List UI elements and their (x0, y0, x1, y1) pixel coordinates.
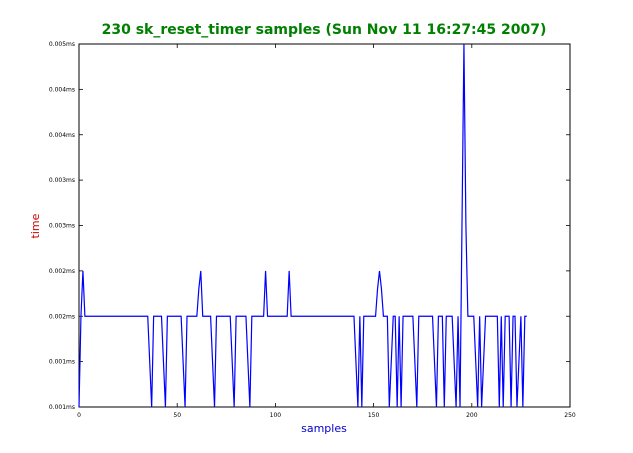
x-axis: 0 50 100 150 200 250 (77, 44, 576, 419)
y-tick-label: 0.003ms (49, 223, 75, 230)
y-axis-label: time (29, 213, 42, 238)
y-axis: 0.001ms 0.001ms 0.002ms 0.002ms 0.003ms 0.003… (49, 41, 570, 411)
y-tick-label: 0.002ms (49, 313, 75, 320)
y-tick-label: 0.005ms (49, 41, 75, 48)
x-tick-label: 200 (466, 412, 478, 419)
y-tick-label: 0.001ms (49, 404, 75, 411)
x-tick-label: 100 (270, 412, 282, 419)
x-tick-label: 150 (368, 412, 380, 419)
y-tick-label: 0.004ms (49, 132, 75, 139)
x-tick-label: 50 (173, 412, 181, 419)
x-tick-label: 250 (564, 412, 576, 419)
x-axis-label: samples (301, 422, 347, 435)
chart-title: 230 sk_reset_timer samples (Sun Nov 11 1… (102, 22, 547, 38)
y-tick-label: 0.004ms (49, 86, 75, 93)
x-tick-label: 0 (77, 412, 81, 419)
y-tick-label: 0.002ms (49, 268, 75, 275)
y-tick-label: 0.003ms (49, 177, 75, 184)
y-tick-label: 0.001ms (49, 359, 75, 366)
series-line (78, 43, 527, 408)
